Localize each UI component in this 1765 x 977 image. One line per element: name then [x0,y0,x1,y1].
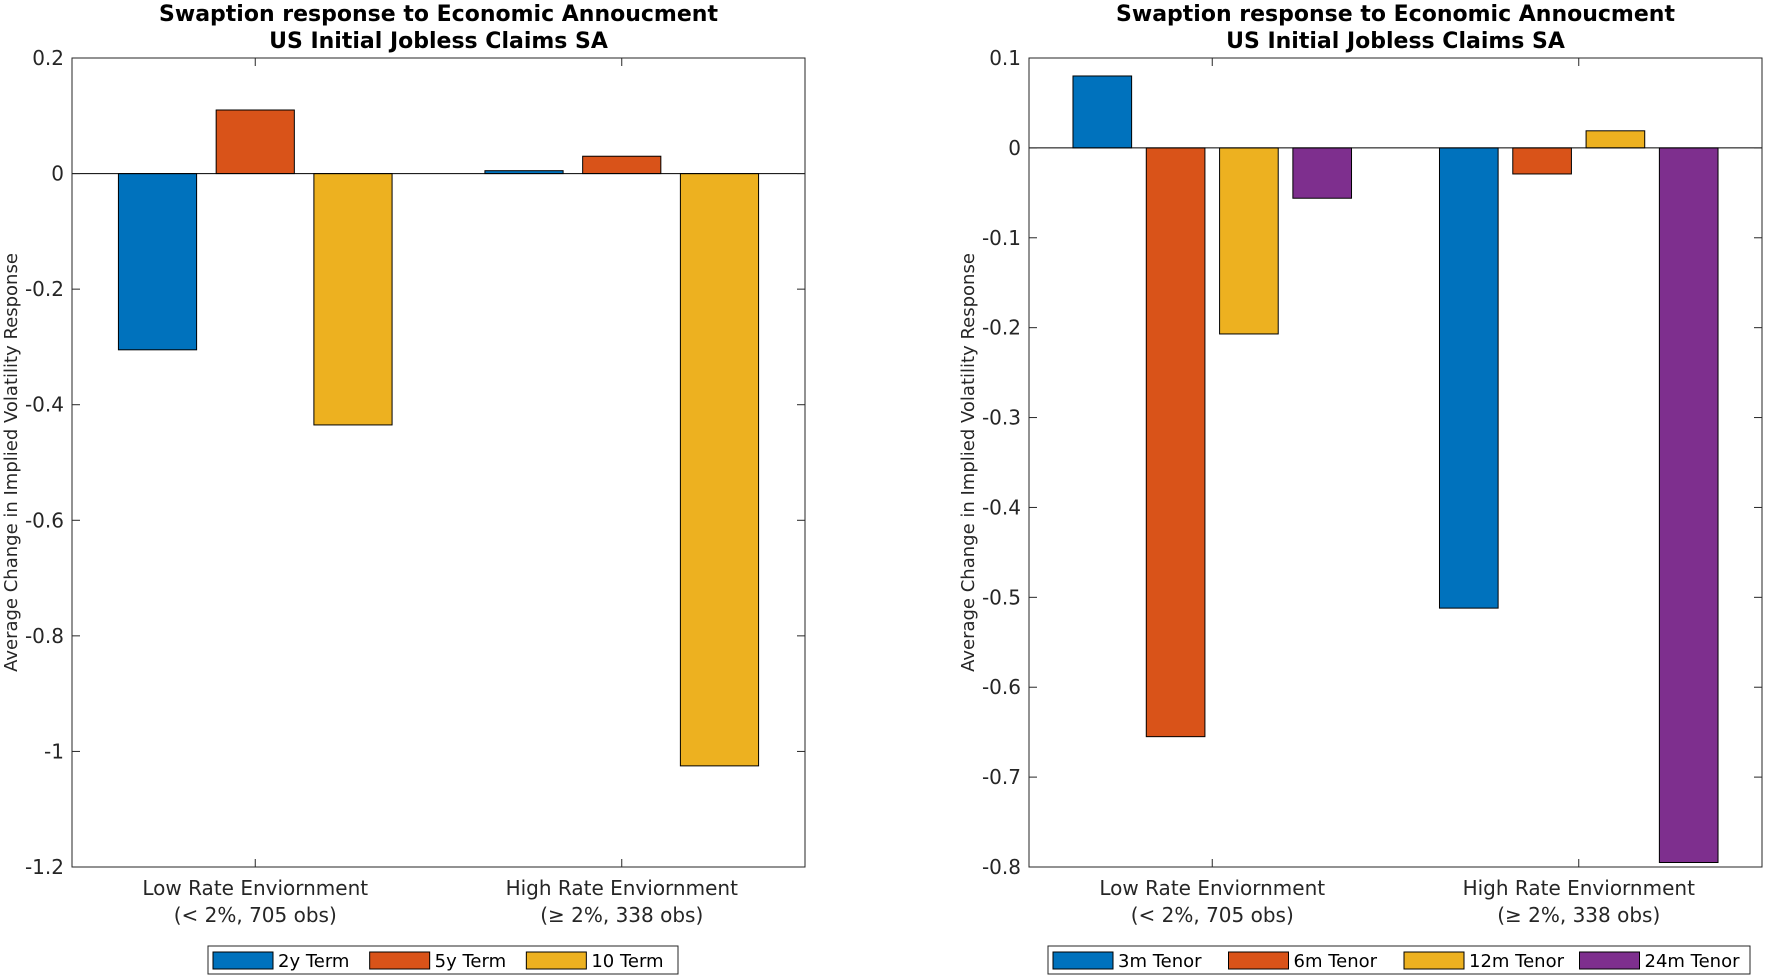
bar-5y-term-cat-1 [215,109,295,175]
bar-10-term-cat-2 [679,173,760,767]
bar-5y-term-cat-2 [582,155,662,175]
bar-6m-tenor-cat-2 [1512,147,1572,175]
y-tick-label: -0.8 [25,624,64,648]
y-tick-label: -0.2 [982,316,1021,340]
legend-swatch [1228,951,1289,970]
y-tick-label: 0 [1008,136,1021,160]
plot-area-frame [71,57,806,868]
bar-3m-tenor-cat-2 [1438,147,1499,609]
legend-entry-label: 6m Tenor [1294,951,1378,972]
y-tick-label: -0.1 [982,226,1021,250]
y-tick-label: 0 [51,162,64,186]
legend-swatch [1403,951,1465,970]
y-tick-label: -1 [44,739,64,763]
y-tick-label: -0.6 [25,508,64,532]
x-category-label-line-1: Low Rate Enviornment [1099,876,1325,900]
y-tick-label: -0.5 [982,585,1021,609]
legend-entry-label: 3m Tenor [1118,951,1202,972]
x-category-label-line-2: (≥ 2%, 338 obs) [1497,903,1660,927]
legend-entry-label: 10 Term [591,951,663,972]
legend-swatch [369,951,431,970]
x-category-label-line-2: (≥ 2%, 338 obs) [540,903,703,927]
legend: 3m Tenor 6m Tenor 12m Tenor 24m Tenor [1047,945,1751,975]
x-category-label-line-1: Low Rate Enviornment [142,876,368,900]
chart-title-line-2: US Initial Jobless Claims SA [269,29,608,54]
chart-title-line-2: US Initial Jobless Claims SA [1226,29,1565,54]
y-tick-label: -1.2 [25,855,64,879]
bar-24m-tenor-cat-2 [1658,147,1719,864]
x-category-label-line-2: (< 2%, 705 obs) [174,903,337,927]
y-tick-label: -0.4 [982,495,1021,519]
y-tick-label: -0.2 [25,277,64,301]
y-axis-label: Average Change in Implied Volatility Res… [958,253,979,672]
bar-12m-tenor-cat-2 [1585,130,1646,149]
chart-title-line-1: Swaption response to Economic Annoucment [159,2,718,27]
legend-entry-label: 12m Tenor [1469,951,1565,972]
x-category-label-line-1: High Rate Enviornment [506,876,738,900]
legend-entry-label: 24m Tenor [1645,951,1741,972]
y-tick-label: 0.2 [32,46,64,70]
x-category-label-line-1: High Rate Enviornment [1463,876,1695,900]
y-tick-label: -0.3 [982,406,1021,430]
plot-area-frame [1028,57,1763,868]
legend-swatch [1052,951,1114,970]
y-tick-label: -0.4 [25,393,64,417]
chart-2: Swaption response to Economic Annoucment… [958,2,1763,975]
bar-6m-tenor-cat-1 [1145,147,1206,738]
y-tick-label: -0.8 [982,855,1021,879]
chart-1: Swaption response to Economic Annoucment… [1,2,806,975]
y-tick-label: 0.1 [989,46,1021,70]
y-axis-label: Average Change in Implied Volatility Res… [1,253,22,672]
legend-swatch [525,951,587,970]
legend-entry-label: 2y Term [278,951,349,972]
legend-entry-label: 5y Term [435,951,506,972]
bar-12m-tenor-cat-1 [1219,147,1279,335]
legend: 2y Term 5y Term 10 Term [207,945,679,975]
bar-24m-tenor-cat-1 [1292,147,1353,199]
legend-frame [207,945,679,975]
legend-swatch [212,951,274,970]
x-category-label-line-2: (< 2%, 705 obs) [1131,903,1294,927]
bar-3m-tenor-cat-1 [1072,75,1133,149]
legend-swatch [1579,951,1640,970]
y-tick-label: -0.7 [982,765,1021,789]
bar-10-term-cat-1 [313,173,393,426]
y-tick-label: -0.6 [982,675,1021,699]
bar-2y-term-cat-1 [117,173,198,351]
chart-title-line-1: Swaption response to Economic Annoucment [1116,2,1675,27]
